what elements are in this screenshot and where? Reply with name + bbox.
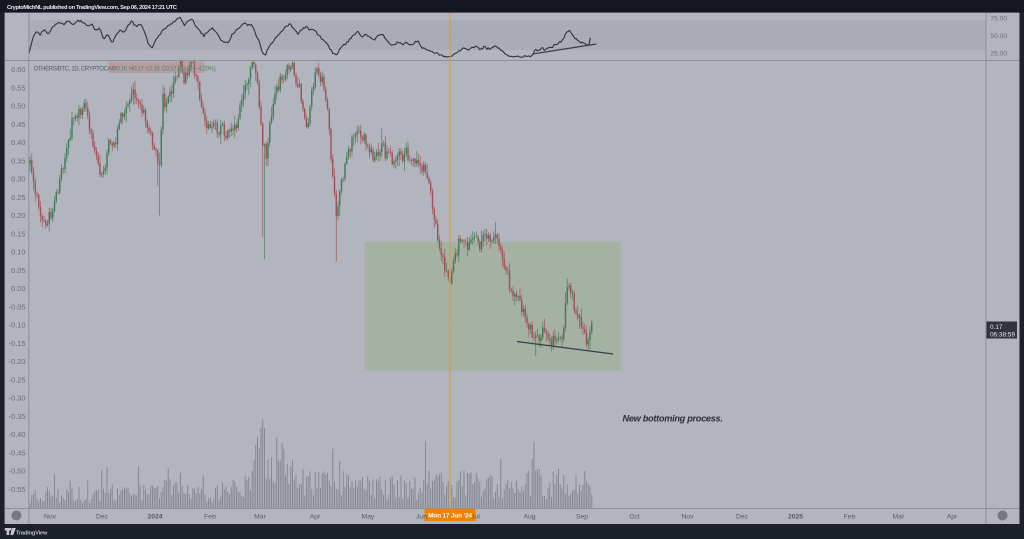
svg-text:May: May — [362, 513, 375, 520]
svg-text:-0.20: -0.20 — [9, 357, 26, 366]
svg-text:25.00: 25.00 — [991, 51, 1008, 58]
svg-text:Nov: Nov — [44, 513, 57, 520]
svg-text:0.05: 0.05 — [11, 266, 25, 275]
svg-text:Apr: Apr — [310, 513, 321, 520]
svg-text:O0.16 H0.17 L0.16 C0.17 −0: O0.16 H0.17 L0.16 C0.17 −0.00 (−4.29%) — [112, 66, 216, 72]
svg-text:-0.55: -0.55 — [9, 485, 26, 494]
svg-text:Dec: Dec — [736, 513, 749, 520]
svg-text:Sep: Sep — [576, 513, 588, 520]
svg-text:0.10: 0.10 — [11, 248, 25, 257]
svg-text:0.30: 0.30 — [11, 175, 25, 184]
svg-text:OTHERS/BTC, 1D, CRYPTOCAP: OTHERS/BTC, 1D, CRYPTOCAP — [34, 66, 116, 72]
svg-text:-0.45: -0.45 — [9, 448, 26, 457]
svg-text:Aug: Aug — [523, 513, 535, 520]
svg-text:-0.15: -0.15 — [9, 339, 26, 348]
svg-text:0.50: 0.50 — [11, 102, 25, 111]
svg-text:-0.25: -0.25 — [9, 375, 26, 384]
svg-text:Oct: Oct — [629, 513, 640, 520]
svg-text:Jun: Jun — [416, 513, 427, 520]
svg-text:CryptoMichNL published on Trad: CryptoMichNL published on TradingView.co… — [7, 5, 177, 11]
svg-text:-0.40: -0.40 — [9, 430, 26, 439]
svg-text:0.60: 0.60 — [11, 65, 25, 74]
svg-text:Mar: Mar — [254, 513, 266, 520]
svg-text:-0.35: -0.35 — [9, 412, 26, 421]
svg-text:75.00: 75.00 — [991, 16, 1008, 23]
svg-text:0.45: 0.45 — [11, 120, 25, 129]
svg-text:Feb: Feb — [844, 513, 856, 520]
svg-text:Jul: Jul — [471, 513, 480, 520]
svg-text:Mon 17 Jun ’24: Mon 17 Jun ’24 — [428, 513, 472, 520]
svg-text:TradingView: TradingView — [16, 530, 48, 536]
svg-text:0.15: 0.15 — [11, 229, 25, 238]
svg-text:2024: 2024 — [147, 513, 162, 520]
svg-text:06:38:59: 06:38:59 — [990, 332, 1015, 339]
svg-text:2025: 2025 — [788, 513, 803, 520]
svg-text:0.00: 0.00 — [11, 284, 25, 293]
svg-text:0.17: 0.17 — [990, 324, 1003, 331]
svg-text:-0.30: -0.30 — [9, 394, 26, 403]
svg-text:Nov: Nov — [681, 513, 694, 520]
svg-text:-0.50: -0.50 — [9, 467, 26, 476]
svg-text:Dec: Dec — [96, 513, 109, 520]
svg-text:Feb: Feb — [204, 513, 216, 520]
svg-text:-0.10: -0.10 — [9, 321, 26, 330]
svg-text:0.20: 0.20 — [11, 211, 25, 220]
svg-text:0.55: 0.55 — [11, 83, 25, 92]
svg-text:Apr: Apr — [947, 513, 958, 520]
svg-text:-0.05: -0.05 — [9, 302, 26, 311]
svg-text:50.00: 50.00 — [991, 33, 1008, 40]
svg-text:New bottoming process.: New bottoming process. — [623, 413, 723, 423]
svg-text:0.35: 0.35 — [11, 156, 25, 165]
svg-text:0.40: 0.40 — [11, 138, 25, 147]
svg-text:Mar: Mar — [893, 513, 905, 520]
svg-text:0.25: 0.25 — [11, 193, 25, 202]
